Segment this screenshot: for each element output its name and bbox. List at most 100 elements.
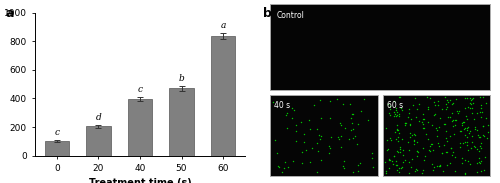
Point (446, 146, 454, 149)
Point (434, 99, 442, 102)
Point (470, 144, 478, 147)
Point (340, 160, 348, 163)
Point (464, 129, 471, 132)
Point (466, 106, 474, 109)
Point (390, 110, 398, 113)
Point (461, 107, 469, 110)
Point (394, 150, 402, 153)
Point (446, 98, 454, 101)
Point (476, 135, 484, 138)
Point (327, 135, 335, 138)
Point (450, 133, 458, 136)
Point (428, 162, 436, 165)
Point (460, 141, 468, 144)
Point (326, 152, 334, 155)
Point (466, 146, 474, 149)
Point (460, 120, 468, 123)
Point (412, 115, 420, 118)
Point (397, 106, 405, 109)
Point (338, 124, 345, 127)
Point (272, 152, 280, 154)
Point (466, 129, 474, 132)
Point (460, 120, 468, 123)
Point (478, 111, 486, 114)
Point (436, 126, 444, 129)
Point (422, 154, 430, 157)
Point (452, 118, 460, 121)
Point (368, 157, 376, 160)
Point (448, 103, 456, 106)
Point (386, 107, 394, 110)
Point (463, 144, 471, 147)
Point (278, 171, 286, 174)
Point (484, 131, 492, 134)
Point (477, 159, 485, 162)
Text: a: a (5, 7, 14, 20)
Point (479, 125, 487, 128)
Point (428, 143, 436, 145)
Point (458, 123, 466, 126)
Point (272, 139, 280, 141)
Point (394, 124, 402, 127)
Point (412, 107, 420, 110)
Point (420, 113, 428, 116)
Point (436, 165, 444, 167)
Point (430, 113, 438, 116)
Point (354, 122, 362, 125)
Point (412, 141, 420, 144)
Point (406, 132, 413, 135)
Point (452, 97, 460, 100)
Point (442, 130, 450, 132)
Point (438, 108, 446, 111)
Point (481, 156, 489, 159)
Point (407, 117, 415, 120)
Point (396, 151, 404, 154)
Text: c: c (54, 128, 60, 137)
Point (348, 171, 356, 174)
Point (440, 144, 448, 147)
Point (473, 147, 481, 150)
Point (479, 95, 487, 98)
Point (461, 127, 469, 130)
Point (326, 100, 334, 103)
Point (390, 154, 398, 157)
Point (442, 151, 450, 154)
Point (392, 164, 400, 167)
Point (473, 161, 481, 164)
Point (292, 124, 300, 127)
Point (288, 106, 296, 109)
Point (282, 160, 290, 163)
Point (334, 136, 342, 139)
Point (428, 169, 436, 172)
Point (480, 168, 488, 171)
Point (448, 119, 456, 122)
Point (461, 158, 469, 161)
Point (308, 147, 316, 150)
Text: b: b (178, 74, 184, 83)
Point (449, 118, 457, 121)
Point (418, 172, 426, 175)
Point (394, 129, 402, 132)
Point (381, 160, 389, 163)
Point (354, 163, 362, 166)
Point (450, 155, 458, 158)
Point (434, 104, 442, 107)
Point (413, 154, 421, 157)
Point (384, 147, 392, 150)
Point (424, 138, 432, 141)
Point (392, 169, 400, 172)
Bar (210, 36, 236, 156)
Point (394, 139, 402, 142)
Point (310, 103, 318, 106)
Point (478, 104, 486, 107)
Point (478, 106, 486, 109)
Point (468, 112, 476, 115)
Point (402, 122, 409, 125)
Point (314, 127, 322, 130)
Point (317, 135, 325, 137)
Point (422, 133, 430, 136)
Point (395, 167, 403, 170)
Point (348, 112, 356, 115)
Point (289, 159, 297, 162)
Point (476, 145, 484, 147)
